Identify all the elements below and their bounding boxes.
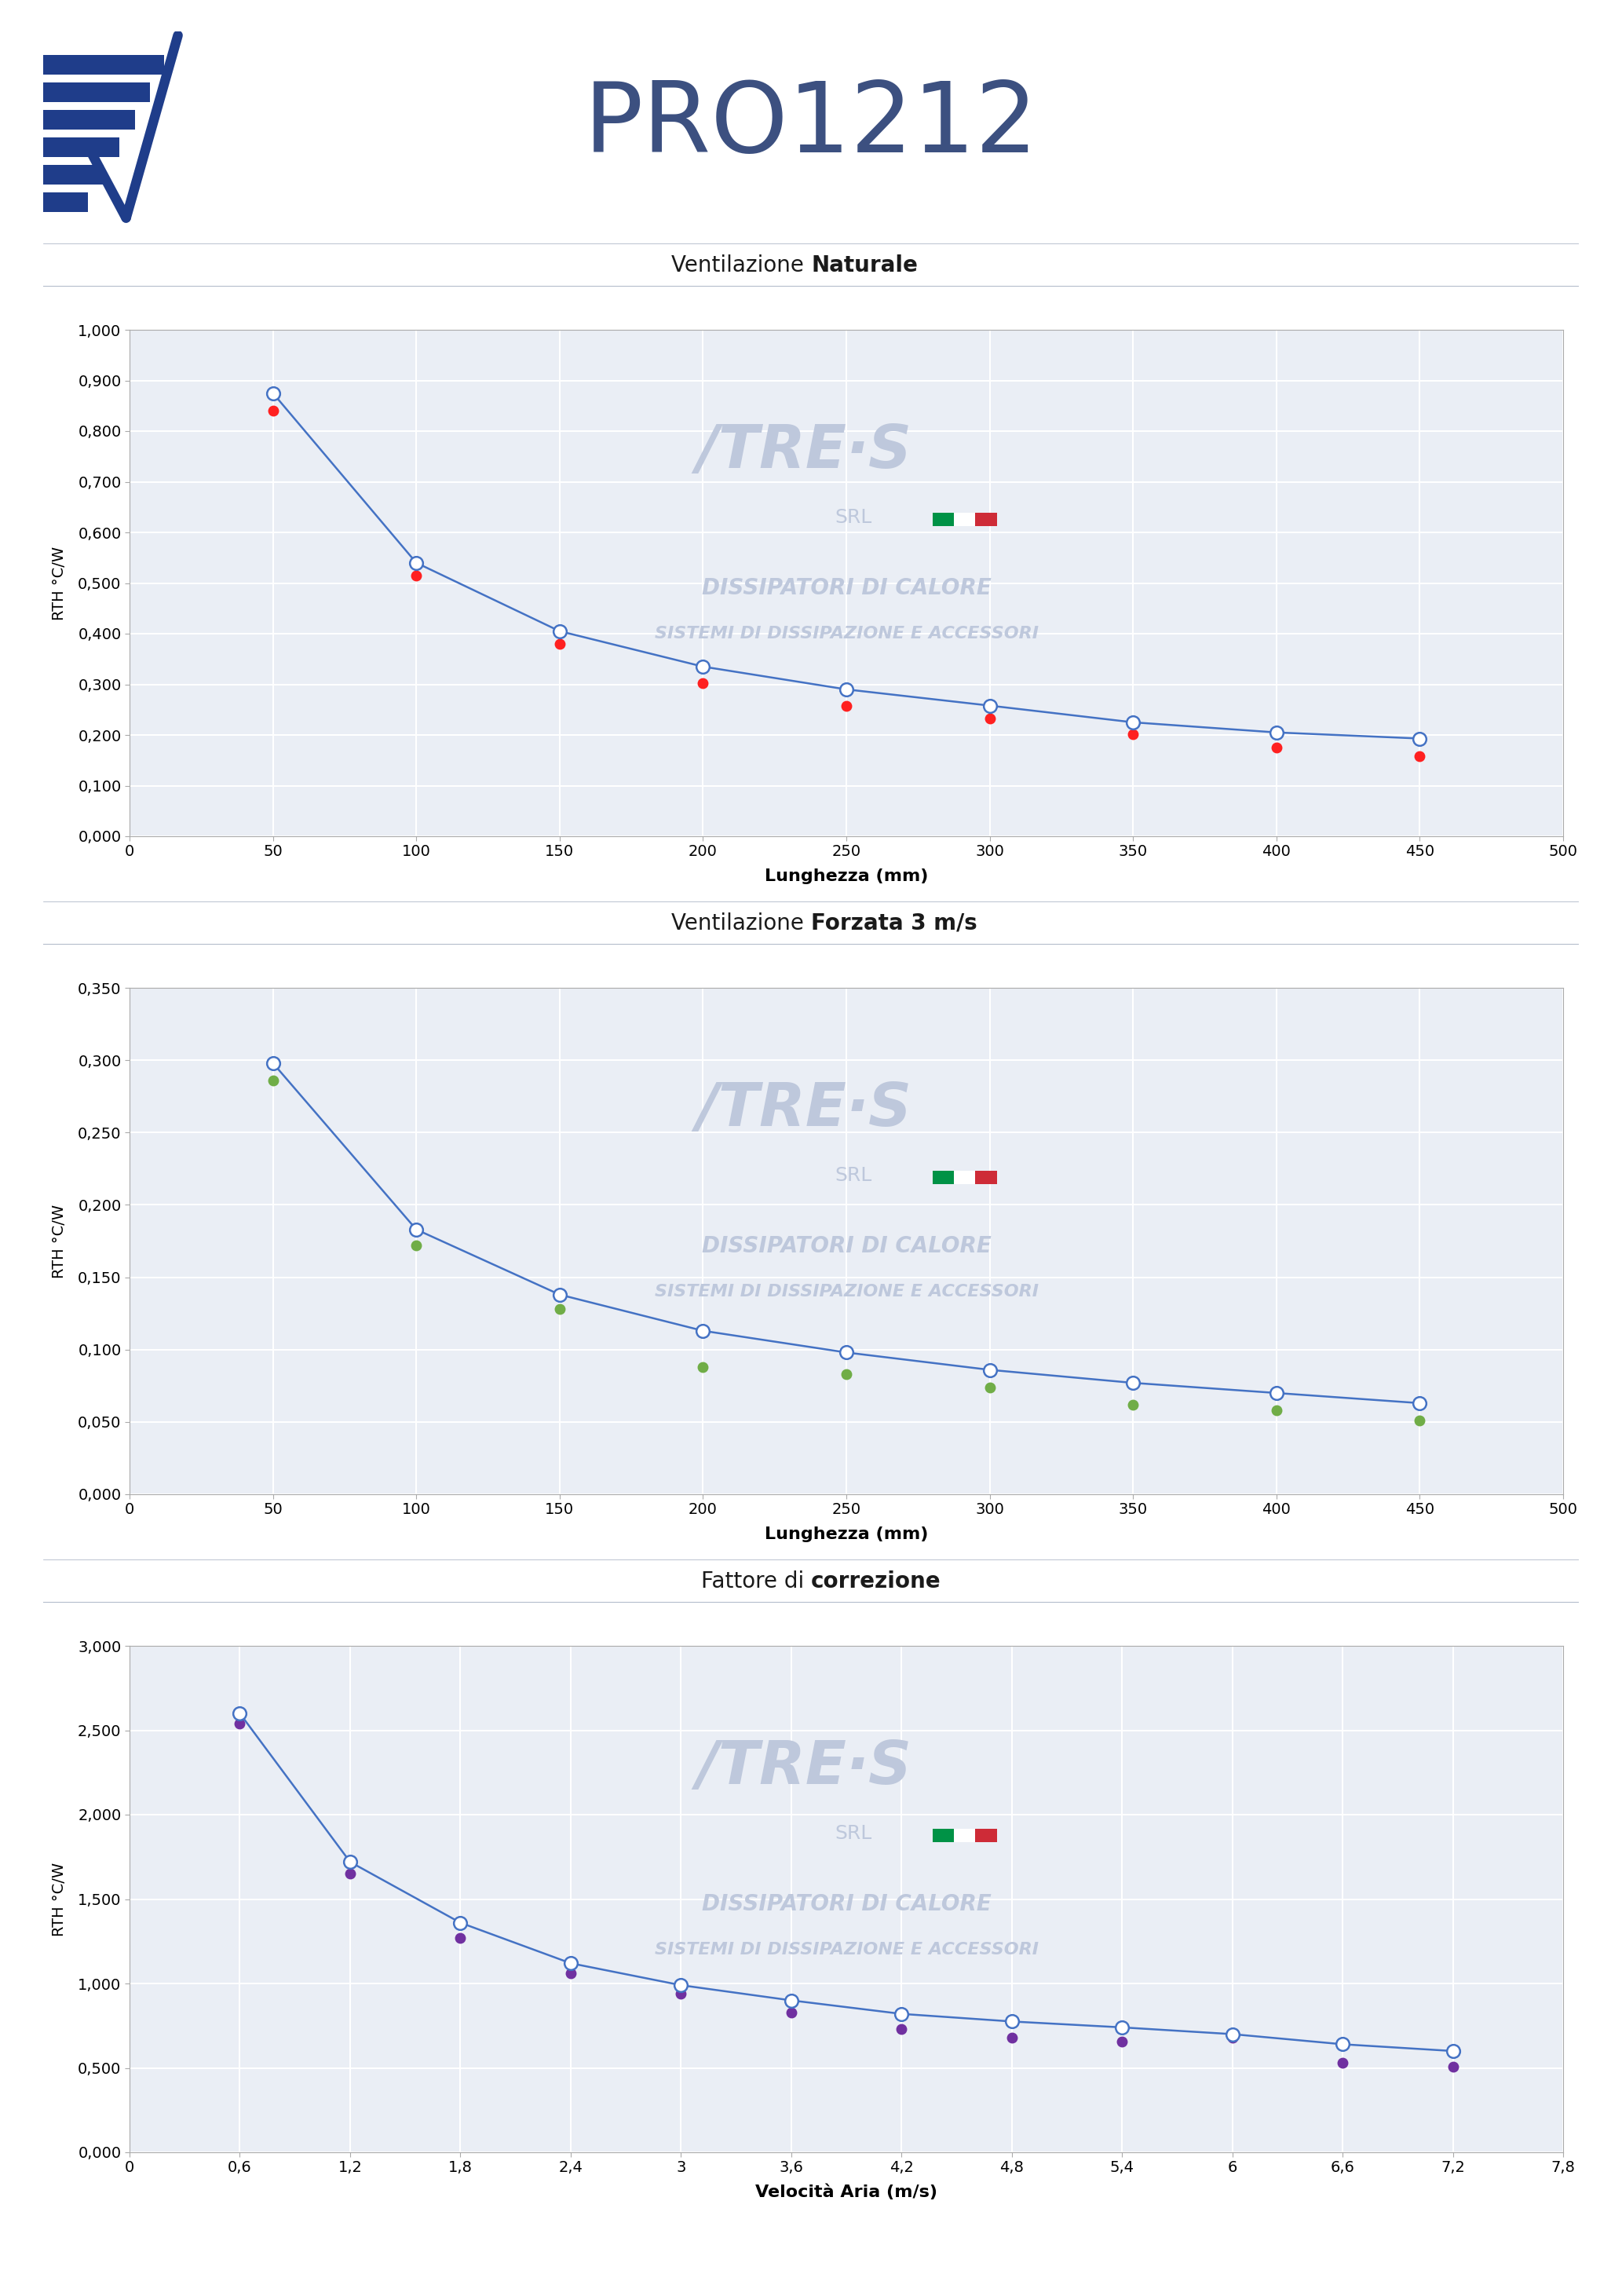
Text: PRO1212: PRO1212	[584, 78, 1038, 172]
Text: SRL: SRL	[835, 507, 873, 526]
Bar	[933, 1171, 954, 1185]
Text: SISTEMI DI DISSIPAZIONE E ACCESSORI: SISTEMI DI DISSIPAZIONE E ACCESSORI	[654, 1283, 1038, 1300]
Y-axis label: RTH °C/W: RTH °C/W	[52, 1203, 67, 1279]
Text: Ventilazione: Ventilazione	[672, 255, 811, 276]
Text: /TRE: /TRE	[696, 422, 847, 480]
Bar	[954, 1171, 975, 1185]
Bar	[954, 512, 975, 526]
Text: SRL: SRL	[835, 1823, 873, 1844]
Bar	[933, 512, 954, 526]
Text: Ventilazione: Ventilazione	[672, 912, 811, 934]
Bar	[44, 110, 135, 129]
Text: SRL: SRL	[835, 1166, 873, 1185]
Text: Fattore di: Fattore di	[701, 1570, 811, 1591]
Bar	[44, 165, 104, 184]
Text: SISTEMI DI DISSIPAZIONE E ACCESSORI: SISTEMI DI DISSIPAZIONE E ACCESSORI	[654, 627, 1038, 641]
Bar	[975, 512, 998, 526]
Bar	[44, 138, 118, 156]
Bar	[975, 1171, 998, 1185]
Bar	[44, 55, 164, 73]
Text: ·S: ·S	[847, 1081, 912, 1139]
Text: Forzata 3 m/s: Forzata 3 m/s	[811, 912, 976, 934]
Bar	[933, 1830, 954, 1841]
X-axis label: Lunghezza (mm): Lunghezza (mm)	[764, 1527, 928, 1543]
Text: /TRE: /TRE	[696, 1738, 847, 1795]
Bar	[975, 1830, 998, 1841]
X-axis label: Velocità Aria (m/s): Velocità Aria (m/s)	[756, 2183, 938, 2200]
Text: DISSIPATORI DI CALORE: DISSIPATORI DI CALORE	[702, 1894, 991, 1915]
Text: SISTEMI DI DISSIPAZIONE E ACCESSORI: SISTEMI DI DISSIPAZIONE E ACCESSORI	[654, 1942, 1038, 1958]
Text: /TRE: /TRE	[696, 1081, 847, 1139]
Text: ·S: ·S	[847, 422, 912, 480]
Text: ·S: ·S	[847, 1738, 912, 1795]
Bar	[44, 83, 151, 101]
Bar	[44, 193, 88, 211]
Text: Naturale: Naturale	[811, 255, 918, 276]
Y-axis label: RTH °C/W: RTH °C/W	[52, 1862, 67, 1936]
Text: DISSIPATORI DI CALORE: DISSIPATORI DI CALORE	[702, 1235, 991, 1258]
Text: correzione: correzione	[811, 1570, 941, 1591]
Bar	[954, 1830, 975, 1841]
X-axis label: Lunghezza (mm): Lunghezza (mm)	[764, 868, 928, 884]
Y-axis label: RTH °C/W: RTH °C/W	[52, 546, 67, 620]
Text: DISSIPATORI DI CALORE: DISSIPATORI DI CALORE	[702, 576, 991, 599]
